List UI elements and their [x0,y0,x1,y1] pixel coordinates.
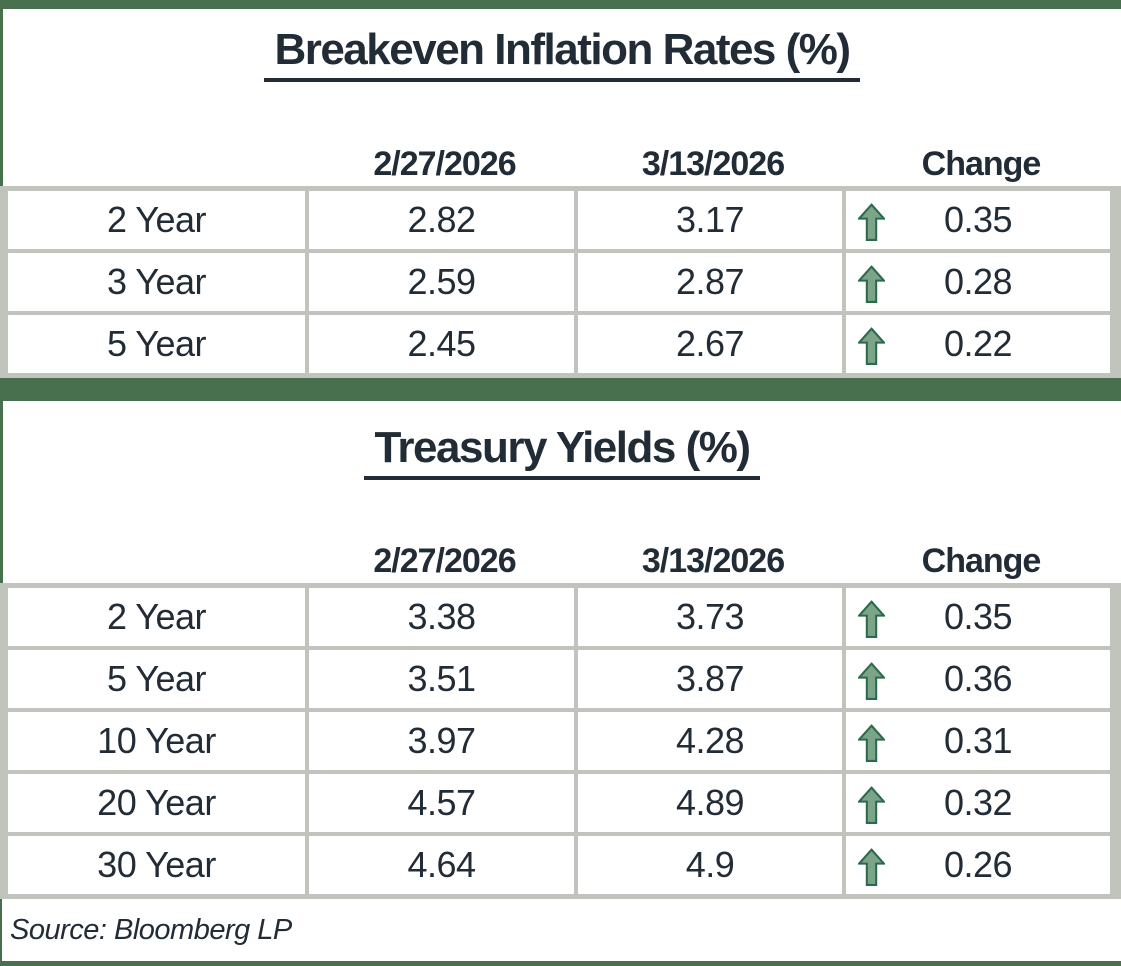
column-header-date-1: 2/27/2026 [373,542,516,580]
maturity-label-cell: 2 Year [8,191,305,249]
value-cell: 4.89 [578,774,842,832]
maturity-label-cell: 5 Year [8,650,305,708]
up-arrow-icon [858,662,885,700]
maturity-label-cell: 30 Year [8,836,305,894]
value-cell: 3.73 [578,588,842,646]
value-cell: 2.59 [309,253,574,311]
top-green-border [0,0,1121,9]
treasury-column-headers: 2/27/2026 3/13/2026 Change [3,542,1121,581]
up-arrow-icon [858,724,885,762]
value-cell: 4.57 [309,774,574,832]
change-cell: 0.35 [846,191,1110,249]
treasury-table-header-block: Treasury Yields (%) 2/27/2026 3/13/2026 … [0,401,1121,583]
up-arrow-icon [858,327,885,365]
value-cell: 4.28 [578,712,842,770]
source-note-text: Source: Bloomberg LP [10,913,292,946]
bottom-green-border [0,961,1121,966]
green-divider-band [0,378,1121,401]
value-cell: 2.87 [578,253,842,311]
up-arrow-icon [858,203,885,241]
maturity-label-cell: 10 Year [8,712,305,770]
up-arrow-icon [858,600,885,638]
value-cell: 3.51 [309,650,574,708]
column-header-blank [11,542,308,581]
breakeven-table-header-block: Breakeven Inflation Rates (%) 2/27/2026 … [0,9,1121,186]
up-arrow-icon [858,848,885,886]
change-value: 0.28 [943,261,1013,302]
breakeven-table-title: Breakeven Inflation Rates (%) [3,25,1121,82]
maturity-label-cell: 2 Year [8,588,305,646]
value-cell: 3.87 [578,650,842,708]
source-note: Source: Bloomberg LP [0,899,1121,961]
change-value: 0.31 [943,720,1013,761]
value-cell: 2.45 [309,315,574,373]
up-arrow-icon [858,786,885,824]
change-value: 0.32 [943,782,1013,823]
column-header-change: Change [921,145,1042,183]
change-cell: 0.35 [846,588,1110,646]
treasury-table-title: Treasury Yields (%) [3,423,1121,480]
maturity-label-cell: 5 Year [8,315,305,373]
column-header-date-1: 2/27/2026 [373,145,516,183]
change-cell: 0.28 [846,253,1110,311]
value-cell: 3.38 [309,588,574,646]
up-arrow-icon [858,265,885,303]
breakeven-column-headers: 2/27/2026 3/13/2026 Change [3,145,1121,184]
treasury-table-title-text: Treasury Yields (%) [364,423,760,480]
value-cell: 4.64 [309,836,574,894]
breakeven-table-title-text: Breakeven Inflation Rates (%) [264,25,860,82]
change-value: 0.36 [943,658,1013,699]
maturity-label-cell: 20 Year [8,774,305,832]
change-cell: 0.22 [846,315,1110,373]
change-value: 0.35 [943,596,1013,637]
maturity-label-cell: 3 Year [8,253,305,311]
change-value: 0.26 [943,844,1013,885]
column-header-date-2: 3/13/2026 [641,542,785,580]
change-cell: 0.36 [846,650,1110,708]
change-value: 0.35 [943,199,1013,240]
column-header-date-2: 3/13/2026 [641,145,785,183]
change-value: 0.22 [943,323,1013,364]
change-cell: 0.32 [846,774,1110,832]
value-cell: 4.9 [578,836,842,894]
breakeven-table-grid: 2 Year 2.82 3.17 0.35 3 Year 2.59 2.87 0… [0,186,1121,378]
value-cell: 3.17 [578,191,842,249]
column-header-blank [11,145,308,184]
change-cell: 0.26 [846,836,1110,894]
change-cell: 0.31 [846,712,1110,770]
value-cell: 2.82 [309,191,574,249]
value-cell: 2.67 [578,315,842,373]
value-cell: 3.97 [309,712,574,770]
treasury-table-grid: 2 Year 3.38 3.73 0.35 5 Year 3.51 3.87 0… [0,583,1121,899]
column-header-change: Change [921,542,1042,580]
